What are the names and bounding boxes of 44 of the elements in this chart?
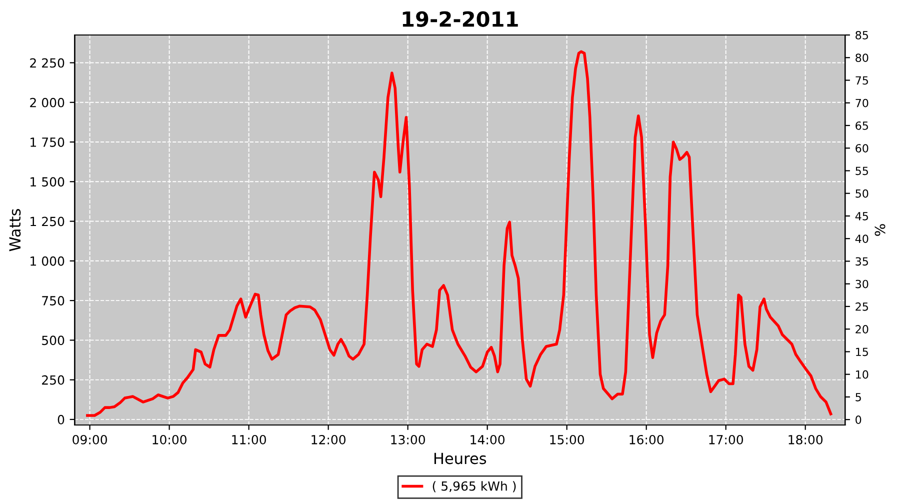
y-axis-title: Watts xyxy=(9,209,21,252)
line-series xyxy=(86,50,832,417)
y-tick-label: 1 000 xyxy=(30,256,64,266)
x-tick-label: 17:00 xyxy=(709,434,744,444)
y-tick-label: 1 250 xyxy=(30,216,64,226)
y2-tick-label: 80 xyxy=(856,54,868,62)
x-tick-label: 15:00 xyxy=(550,434,584,444)
y2-tick-label: 25 xyxy=(856,302,868,311)
y2-tick-label: 65 xyxy=(856,121,868,130)
y2-tick-label: 0 xyxy=(856,416,862,424)
x-tick-label: 14:00 xyxy=(470,434,505,444)
y-tick-label: 250 xyxy=(42,375,64,385)
y2-tick-label: 60 xyxy=(856,144,868,152)
y2-tick-label: 30 xyxy=(856,280,868,288)
chart-title: 19-2-2011 xyxy=(402,11,518,27)
y-tick-label: 1 500 xyxy=(30,177,64,187)
y2-tick-label: 70 xyxy=(856,98,868,108)
y2-tick-label: 75 xyxy=(856,76,868,85)
y2-tick-label: 5 xyxy=(856,393,861,402)
y-tick-label: 500 xyxy=(42,336,64,346)
y2-tick-label: 50 xyxy=(856,189,868,198)
x-tick-label: 18:00 xyxy=(788,434,823,444)
y2-tick-label: 55 xyxy=(856,166,868,176)
y2-tick-label: 85 xyxy=(856,30,868,40)
y2-tick-label: 35 xyxy=(856,257,868,266)
y-tick-label: 2 250 xyxy=(30,58,64,68)
x-tick-label: 10:00 xyxy=(152,434,186,444)
y2-tick-label: 20 xyxy=(856,325,868,334)
y-tick-label: 2 000 xyxy=(30,98,64,108)
x-tick-label: 13:00 xyxy=(391,434,426,444)
x-axis-title: Heures xyxy=(434,452,486,464)
y2-axis-title: % xyxy=(874,224,886,236)
x-tick-label: 12:00 xyxy=(312,434,346,444)
y-tick-label: 0 xyxy=(58,414,64,424)
x-tick-label: 16:00 xyxy=(630,434,664,444)
y2-tick-label: 45 xyxy=(855,212,868,220)
x-tick-label: 09:00 xyxy=(72,434,107,444)
y2-tick-label: 40 xyxy=(855,234,868,243)
legend-label: ( 5,965 kWh ) xyxy=(432,481,516,492)
y2-tick-label: 10 xyxy=(856,370,868,379)
y-tick-label: 1 750 xyxy=(30,137,64,147)
y-tick-label: 750 xyxy=(42,296,64,306)
x-tick-label: 11:00 xyxy=(232,434,266,444)
y2-tick-label: 15 xyxy=(856,348,868,356)
